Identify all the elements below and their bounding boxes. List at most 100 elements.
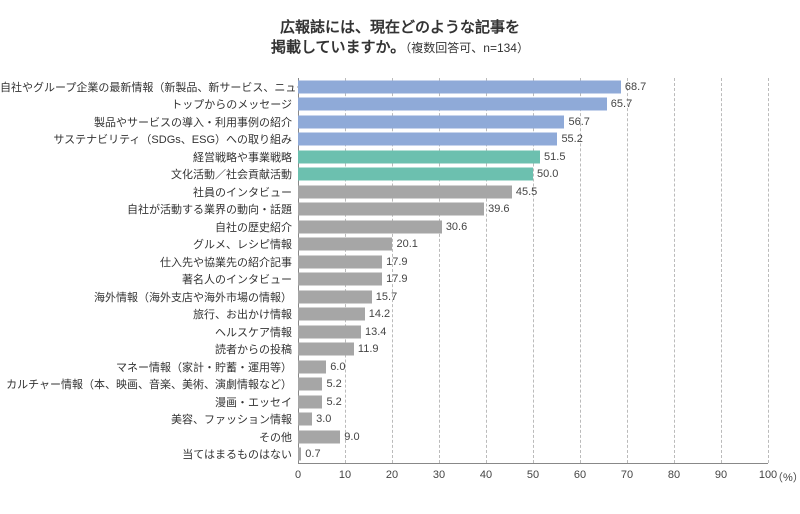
title-line2-sub: （複数回答可、n=134） xyxy=(405,41,529,55)
chart-container: 広報誌には、現在どのような記事を 掲載していますか。（複数回答可、n=134） … xyxy=(0,0,800,514)
chart-row: その他 9.0 xyxy=(0,428,800,446)
category-label: 漫画・エッセイ xyxy=(0,394,292,410)
category-label: 著名人のインタビュー xyxy=(0,271,292,287)
value-label: 55.2 xyxy=(561,133,582,145)
category-label: サステナビリティ（SDGs、ESG）への取り組み xyxy=(0,131,292,147)
chart-row: 読者からの投稿 11.9 xyxy=(0,341,800,359)
bar xyxy=(298,115,564,128)
bar xyxy=(298,448,301,461)
chart-row: 漫画・エッセイ 5.2 xyxy=(0,393,800,411)
value-label: 45.5 xyxy=(516,186,537,198)
category-label: 仕入先や協業先の紹介記事 xyxy=(0,254,292,270)
value-label: 17.9 xyxy=(386,256,407,268)
category-label: トップからのメッセージ xyxy=(0,96,292,112)
bar xyxy=(298,325,361,338)
bar xyxy=(298,395,322,408)
chart-row: 製品やサービスの導入・利用事例の紹介 56.7 xyxy=(0,113,800,131)
x-tick-label: 40 xyxy=(480,469,492,481)
bar xyxy=(298,360,326,373)
value-label: 51.5 xyxy=(544,151,565,163)
value-label: 5.2 xyxy=(326,396,341,408)
value-label: 20.1 xyxy=(396,238,417,250)
bar xyxy=(298,203,484,216)
x-tick-label: 50 xyxy=(527,469,539,481)
chart-row: 美容、ファッション情報 3.0 xyxy=(0,411,800,429)
x-tick-label: 80 xyxy=(668,469,680,481)
category-label: ヘルスケア情報 xyxy=(0,324,292,340)
chart-row: ヘルスケア情報13.4 xyxy=(0,323,800,341)
bar xyxy=(298,343,354,356)
category-label: 自社が活動する業界の動向・話題 xyxy=(0,201,292,217)
title-line1: 広報誌には、現在どのような記事を xyxy=(0,18,800,38)
chart-title: 広報誌には、現在どのような記事を 掲載していますか。（複数回答可、n=134） xyxy=(0,18,800,59)
category-label: 美容、ファッション情報 xyxy=(0,411,292,427)
bar xyxy=(298,98,607,111)
value-label: 15.7 xyxy=(376,291,397,303)
bar xyxy=(298,220,442,233)
bar xyxy=(298,150,540,163)
bar xyxy=(298,80,621,93)
value-label: 5.2 xyxy=(326,378,341,390)
x-tick-label: 0 xyxy=(295,469,301,481)
category-label: 海外情報（海外支店や海外市場の情報） xyxy=(0,289,292,305)
category-label: 旅行、お出かけ情報 xyxy=(0,306,292,322)
value-label: 39.6 xyxy=(488,203,509,215)
chart-row: 社員のインタビュー 45.5 xyxy=(0,183,800,201)
category-label: 自社やグループ企業の最新情報（新製品、新サービス、ニュースリリースに類するもの） xyxy=(0,79,292,95)
value-label: 68.7 xyxy=(625,81,646,93)
chart-row: 仕入先や協業先の紹介記事 17.9 xyxy=(0,253,800,271)
chart-row: 旅行、お出かけ情報 14.2 xyxy=(0,306,800,324)
chart-row: サステナビリティ（SDGs、ESG）への取り組み 55.2 xyxy=(0,131,800,149)
category-label: カルチャー情報（本、映画、音楽、美術、演劇情報など） xyxy=(0,376,292,392)
chart-row: 自社が活動する業界の動向・話題 39.6 xyxy=(0,201,800,219)
title-line2-main: 掲載していますか。 xyxy=(271,39,405,56)
bar xyxy=(298,273,382,286)
x-axis-unit: （%） xyxy=(772,469,800,485)
x-tick-label: 20 xyxy=(386,469,398,481)
value-label: 65.7 xyxy=(611,98,632,110)
bar xyxy=(298,290,372,303)
category-label: グルメ、レシピ情報 xyxy=(0,236,292,252)
chart-row: トップからのメッセージ 65.7 xyxy=(0,96,800,114)
bar xyxy=(298,308,365,321)
chart-row: 当てはまるものはない0.7 xyxy=(0,446,800,464)
value-label: 50.0 xyxy=(537,168,558,180)
bar-chart: 0102030405060708090100（%）自社やグループ企業の最新情報（… xyxy=(0,78,800,498)
value-label: 6.0 xyxy=(330,361,345,373)
chart-row: 文化活動／社会貢献活動 50.0 xyxy=(0,166,800,184)
x-tick-label: 30 xyxy=(433,469,445,481)
x-tick-label: 90 xyxy=(715,469,727,481)
chart-row: 自社やグループ企業の最新情報（新製品、新サービス、ニュースリリースに類するもの）… xyxy=(0,78,800,96)
bar xyxy=(298,185,512,198)
bar xyxy=(298,168,533,181)
value-label: 56.7 xyxy=(568,116,589,128)
title-line2: 掲載していますか。（複数回答可、n=134） xyxy=(0,38,800,58)
category-label: 読者からの投稿 xyxy=(0,341,292,357)
bar xyxy=(298,133,557,146)
chart-row: 海外情報（海外支店や海外市場の情報） 15.7 xyxy=(0,288,800,306)
bar xyxy=(298,430,340,443)
category-label: 自社の歴史紹介 xyxy=(0,219,292,235)
chart-row: 自社の歴史紹介 30.6 xyxy=(0,218,800,236)
value-label: 14.2 xyxy=(369,308,390,320)
bar xyxy=(298,255,382,268)
value-label: 11.9 xyxy=(358,343,379,355)
category-label: マネー情報（家計・貯蓄・運用等） xyxy=(0,359,292,375)
value-label: 9.0 xyxy=(344,431,359,443)
category-label: 当てはまるものはない xyxy=(0,446,292,462)
category-label: 社員のインタビュー xyxy=(0,184,292,200)
value-label: 17.9 xyxy=(386,273,407,285)
value-label: 3.0 xyxy=(316,413,331,425)
x-tick-label: 70 xyxy=(621,469,633,481)
bar xyxy=(298,238,392,251)
value-label: 30.6 xyxy=(446,221,467,233)
category-label: 文化活動／社会貢献活動 xyxy=(0,166,292,182)
category-label: 経営戦略や事業戦略 xyxy=(0,149,292,165)
chart-row: カルチャー情報（本、映画、音楽、美術、演劇情報など） 5.2 xyxy=(0,376,800,394)
chart-row: 経営戦略や事業戦略 51.5 xyxy=(0,148,800,166)
category-label: その他 xyxy=(0,429,292,445)
x-tick-label: 10 xyxy=(339,469,351,481)
category-label: 製品やサービスの導入・利用事例の紹介 xyxy=(0,114,292,130)
x-tick-label: 60 xyxy=(574,469,586,481)
chart-row: 著名人のインタビュー 17.9 xyxy=(0,271,800,289)
